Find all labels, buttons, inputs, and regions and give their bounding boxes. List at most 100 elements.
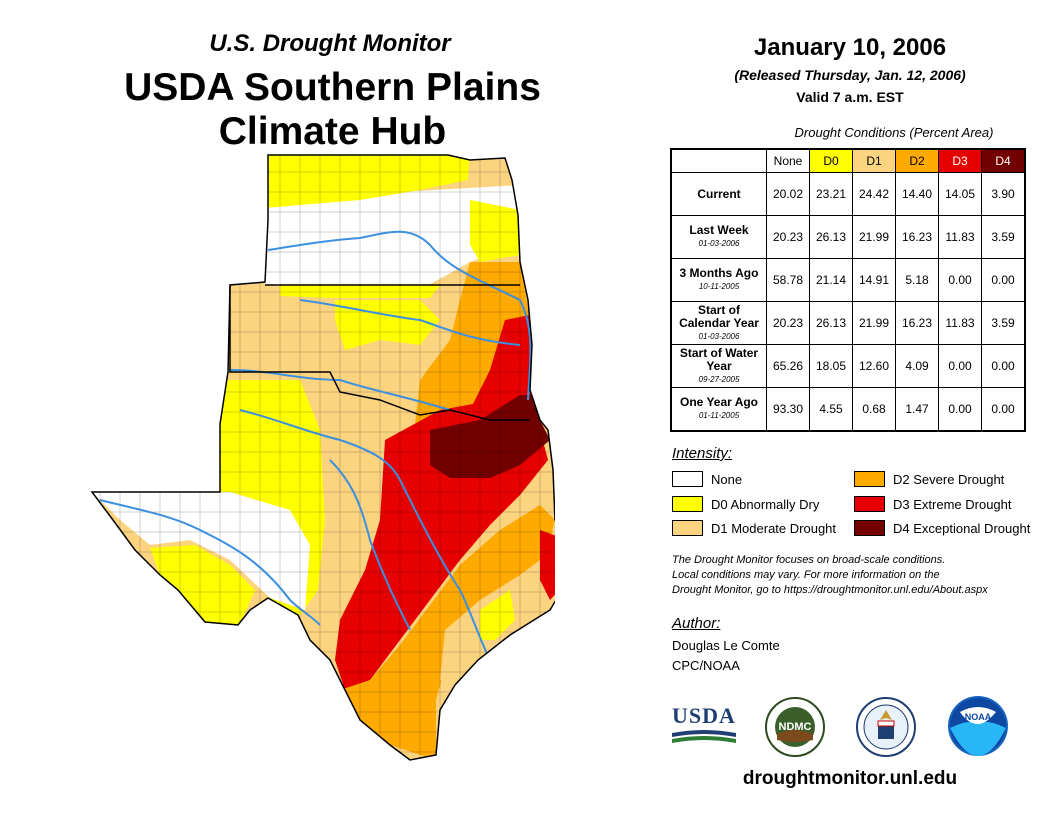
- table-cell: 0.68: [852, 387, 896, 432]
- table-row: One Year Ago 01-11-2005 93.30 4.55 0.68 1…: [670, 387, 1026, 432]
- table-caption: Drought Conditions (Percent Area): [794, 125, 994, 140]
- disclaimer-note: The Drought Monitor focuses on broad-sca…: [672, 554, 988, 596]
- table-cell: 3.59: [981, 301, 1026, 345]
- table-cell: 4.09: [895, 344, 939, 388]
- table-cell: 65.26: [766, 344, 810, 388]
- legend-swatch: [672, 520, 703, 536]
- col-header-d4: D4: [981, 148, 1026, 173]
- title-line-2: Climate Hub: [218, 110, 447, 153]
- table-cell: 23.21: [809, 172, 853, 216]
- col-header-d0: D0: [809, 148, 853, 173]
- svg-text:NOAA: NOAA: [965, 712, 992, 722]
- table-cell: 21.99: [852, 215, 896, 259]
- table-row: Start of Calendar Year 01-03-2006 20.23 2…: [670, 301, 1026, 345]
- table-header-row: None D0 D1 D2 D3 D4: [671, 148, 1026, 173]
- title-line-1: USDA Southern Plains: [124, 66, 541, 109]
- legend-item-none: None: [672, 471, 742, 487]
- legend-swatch: [672, 496, 703, 512]
- row-label: Start of Calendar Year 01-03-2006: [670, 301, 767, 345]
- table-cell: 12.60: [852, 344, 896, 388]
- d3-area-oklahoma: [470, 315, 532, 410]
- row-label: Start of Water Year 09-27-2005: [670, 344, 767, 388]
- none-area-kansas: [265, 185, 520, 290]
- usda-logo: USDA: [672, 703, 736, 749]
- table-cell: 16.23: [895, 215, 939, 259]
- table-row: Current 20.02 23.21 24.42 14.40 14.05 3.…: [670, 172, 1026, 216]
- d0-area-oklahoma: [335, 300, 440, 350]
- d0-area-kansas-east: [470, 200, 520, 262]
- col-header-d1: D1: [852, 148, 896, 173]
- table-row: Last Week 01-03-2006 20.23 26.13 21.99 16…: [670, 215, 1026, 259]
- legend-title: Intensity:: [672, 445, 733, 462]
- row-label: One Year Ago 01-11-2005: [670, 387, 767, 432]
- drought-conditions-table: None D0 D1 D2 D3 D4 Current 20.02 23.21 …: [670, 148, 1026, 432]
- noaa-logo: NOAA: [948, 696, 1008, 756]
- legend-item-d0: D0 Abnormally Dry: [672, 496, 819, 512]
- table-cell: 14.05: [938, 172, 982, 216]
- table-cell: 26.13: [809, 301, 853, 345]
- table-cell: 0.00: [938, 258, 982, 302]
- d0-area-kansas-south: [280, 285, 440, 298]
- table-cell: 20.23: [766, 215, 810, 259]
- table-row: Start of Water Year 09-27-2005 65.26 18.0…: [670, 344, 1026, 388]
- table-cell: 3.90: [981, 172, 1026, 216]
- footer-url[interactable]: droughtmonitor.unl.edu: [742, 768, 958, 789]
- table-cell: 20.23: [766, 301, 810, 345]
- legend-swatch: [854, 520, 885, 536]
- table-cell: 0.00: [981, 258, 1026, 302]
- legend-item-d1: D1 Moderate Drought: [672, 520, 836, 536]
- valid-time: Valid 7 a.m. EST: [796, 89, 904, 105]
- row-label: Current: [670, 172, 767, 216]
- table-cell: 0.00: [938, 344, 982, 388]
- table-cell: 11.83: [938, 301, 982, 345]
- table-cell: 26.13: [809, 215, 853, 259]
- region-outline: [90, 154, 555, 761]
- map-subtitle: U.S. Drought Monitor: [209, 30, 451, 57]
- col-header-none: None: [766, 148, 810, 173]
- d3-area-east-texas: [540, 530, 555, 600]
- oklahoma-texas-border: [229, 285, 530, 421]
- table-cell: 16.23: [895, 301, 939, 345]
- table-cell: 0.00: [938, 387, 982, 432]
- d4-area: [430, 395, 550, 478]
- table-cell: 11.83: [938, 215, 982, 259]
- none-area-far-west-texas: [92, 492, 310, 610]
- col-header-d2: D2: [895, 148, 939, 173]
- d0-area-kansas-north: [265, 155, 470, 208]
- table-row: 3 Months Ago 10-11-2005 58.78 21.14 14.91…: [670, 258, 1026, 302]
- legend-swatch: [672, 471, 703, 487]
- table-cell: 1.47: [895, 387, 939, 432]
- col-header-d3: D3: [938, 148, 982, 173]
- legend-swatch: [854, 471, 885, 487]
- legend-item-d4: D4 Exceptional Drought: [854, 520, 1030, 536]
- table-cell: 5.18: [895, 258, 939, 302]
- legend-swatch: [854, 496, 885, 512]
- table-corner: [671, 149, 767, 173]
- rivers: [99, 230, 532, 661]
- author-org: CPC/NOAA: [672, 658, 740, 673]
- table-cell: 0.00: [981, 344, 1026, 388]
- table-cell: 14.91: [852, 258, 896, 302]
- d0-area-coast: [480, 590, 515, 640]
- legend-item-d2: D2 Severe Drought: [854, 471, 1004, 487]
- row-label: Last Week 01-03-2006: [670, 215, 767, 259]
- table-cell: 93.30: [766, 387, 810, 432]
- table-cell: 4.55: [809, 387, 853, 432]
- table-cell: 0.00: [981, 387, 1026, 432]
- table-cell: 21.99: [852, 301, 896, 345]
- d0-area-big-bend: [150, 545, 255, 625]
- table-cell: 18.05: [809, 344, 853, 388]
- row-label: 3 Months Ago 10-11-2005: [670, 258, 767, 302]
- legend-item-d3: D3 Extreme Drought: [854, 496, 1012, 512]
- table-cell: 21.14: [809, 258, 853, 302]
- svg-text:NDMC: NDMC: [779, 721, 812, 733]
- release-date: (Released Thursday, Jan. 12, 2006): [734, 67, 966, 83]
- table-cell: 58.78: [766, 258, 810, 302]
- table-cell: 20.02: [766, 172, 810, 216]
- table-cell: 14.40: [895, 172, 939, 216]
- table-cell: 24.42: [852, 172, 896, 216]
- author-heading: Author:: [672, 615, 721, 632]
- table-cell: 3.59: [981, 215, 1026, 259]
- ndmc-logo: NDMC: [765, 697, 825, 757]
- author-name: Douglas Le Comte: [672, 638, 780, 653]
